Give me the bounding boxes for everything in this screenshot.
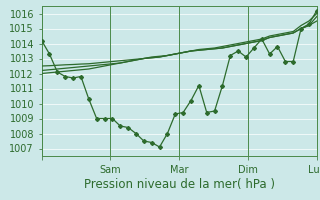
X-axis label: Pression niveau de la mer( hPa ): Pression niveau de la mer( hPa ) xyxy=(84,178,275,191)
